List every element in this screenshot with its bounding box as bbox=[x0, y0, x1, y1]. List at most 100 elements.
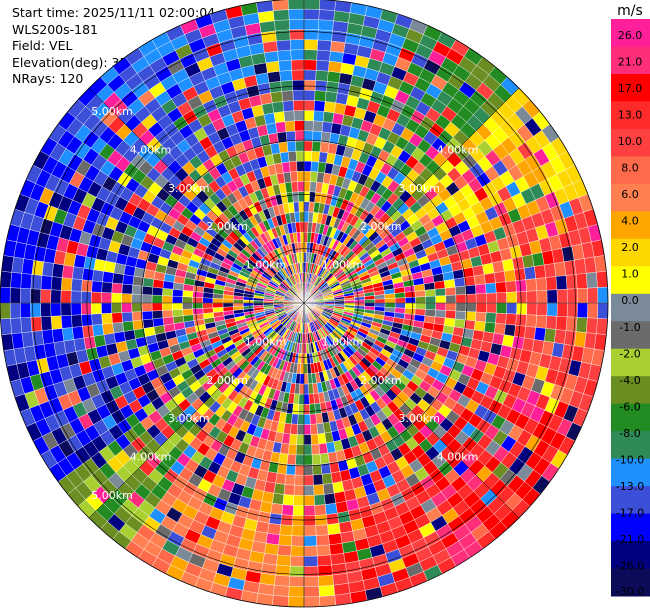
velocity-gate bbox=[142, 318, 155, 329]
instrument-text: WLS200s-181 bbox=[12, 21, 98, 37]
velocity-gate bbox=[91, 280, 103, 293]
velocity-gate bbox=[253, 302, 264, 306]
velocity-gate bbox=[303, 130, 314, 142]
velocity-gate bbox=[303, 515, 316, 527]
velocity-gate bbox=[262, 40, 278, 53]
velocity-gate bbox=[303, 69, 317, 81]
velocity-gate bbox=[434, 288, 446, 297]
velocity-gate bbox=[316, 534, 330, 547]
velocity-gate bbox=[303, 140, 313, 152]
velocity-gate bbox=[524, 326, 536, 340]
start-time-text: Start time: 2025/11/11 02:00:04 bbox=[12, 5, 216, 20]
velocity-gate bbox=[465, 293, 477, 304]
velocity-gate bbox=[434, 309, 446, 318]
velocity-gate bbox=[292, 90, 305, 101]
velocity-gate bbox=[526, 302, 538, 316]
velocity-gate bbox=[296, 424, 305, 435]
colorbar: m/s 26.0 21.0 17.0 13.0 10.0 8.0 6.0 4.0 2.0 1.0 0.… bbox=[611, 3, 650, 598]
colorbar-tick: 21.0 bbox=[618, 56, 643, 69]
velocity-gate bbox=[41, 329, 54, 345]
velocity-gate bbox=[316, 59, 330, 72]
velocity-gate bbox=[516, 291, 528, 304]
velocity-gate bbox=[327, 71, 341, 83]
velocity-gate bbox=[308, 393, 315, 405]
velocity-gate bbox=[303, 495, 315, 506]
velocity-gate bbox=[503, 324, 516, 337]
nrays-text: NRays: 120 bbox=[12, 71, 84, 86]
velocity-gate bbox=[303, 444, 313, 456]
velocity-gate bbox=[414, 308, 426, 316]
colorbar-swatch bbox=[611, 266, 650, 295]
velocity-gate bbox=[453, 277, 466, 288]
velocity-gate bbox=[290, 423, 298, 435]
velocity-gate bbox=[310, 171, 318, 183]
colorbar-tick: -1.0 bbox=[619, 321, 640, 334]
colorbar-swatch bbox=[611, 46, 650, 75]
velocity-gate bbox=[309, 403, 316, 415]
velocity-gate bbox=[295, 454, 305, 466]
velocity-gate bbox=[274, 19, 290, 32]
velocity-gate bbox=[51, 328, 65, 343]
velocity-gate bbox=[314, 504, 327, 516]
velocity-gate bbox=[586, 317, 598, 334]
velocity-gate bbox=[310, 423, 318, 435]
velocity-gate bbox=[344, 300, 355, 304]
velocity-gate bbox=[303, 545, 318, 557]
velocity-gate bbox=[303, 505, 316, 516]
velocity-gate bbox=[286, 454, 297, 466]
velocity-gate bbox=[323, 101, 336, 113]
velocity-gate bbox=[287, 596, 305, 608]
colorbar-swatch bbox=[611, 403, 650, 432]
velocity-gate bbox=[172, 302, 183, 311]
velocity-gate bbox=[278, 141, 289, 154]
velocity-gate bbox=[289, 161, 298, 173]
colorbar-tick: -2.0 bbox=[619, 347, 640, 360]
velocity-gate bbox=[260, 562, 277, 576]
velocity-gate bbox=[291, 413, 299, 425]
velocity-gate bbox=[50, 315, 63, 330]
colorbar-tick: 1.0 bbox=[621, 268, 639, 281]
colorbar-tick: -6.0 bbox=[619, 400, 640, 413]
velocity-gate bbox=[313, 100, 326, 112]
velocity-gate bbox=[525, 314, 537, 328]
velocity-gate bbox=[485, 312, 497, 324]
velocity-gate bbox=[435, 302, 447, 311]
colorbar-swatch bbox=[611, 101, 650, 130]
velocity-gate bbox=[293, 100, 305, 111]
colorbar-swatch bbox=[611, 376, 650, 405]
velocity-gate bbox=[310, 433, 319, 445]
velocity-gate bbox=[394, 302, 406, 309]
velocity-gate bbox=[316, 49, 331, 62]
velocity-gate bbox=[275, 29, 291, 42]
velocity-gate bbox=[293, 201, 300, 213]
velocity-gate bbox=[60, 302, 72, 316]
velocity-gate bbox=[222, 302, 234, 308]
velocity-gate bbox=[265, 60, 280, 74]
velocity-gate bbox=[374, 302, 386, 308]
velocity-gate bbox=[122, 274, 135, 286]
velocity-gate bbox=[290, 555, 305, 567]
range-label: 4.00km bbox=[437, 451, 479, 464]
velocity-gate bbox=[526, 290, 538, 304]
velocity-gate bbox=[275, 121, 287, 134]
velocity-gate bbox=[292, 191, 299, 203]
velocity-gate bbox=[192, 297, 203, 304]
velocity-gate bbox=[275, 564, 291, 577]
velocity-gate bbox=[50, 289, 62, 304]
velocity-gate bbox=[212, 307, 224, 313]
velocity-gate bbox=[533, 264, 547, 279]
velocity-gate bbox=[291, 69, 305, 81]
velocity-gate bbox=[290, 49, 305, 61]
velocity-gate bbox=[102, 271, 114, 284]
velocity-gate bbox=[270, 502, 283, 515]
velocity-gate bbox=[172, 315, 185, 324]
velocity-gate bbox=[267, 71, 281, 83]
velocity-gate bbox=[289, 433, 298, 445]
velocity-gate bbox=[60, 315, 73, 329]
velocity-gate bbox=[556, 289, 568, 304]
velocity-gate bbox=[303, 424, 312, 435]
velocity-gate bbox=[596, 318, 608, 335]
velocity-gate bbox=[267, 132, 279, 145]
velocity-gate bbox=[0, 318, 12, 335]
velocity-gate bbox=[303, 454, 313, 466]
